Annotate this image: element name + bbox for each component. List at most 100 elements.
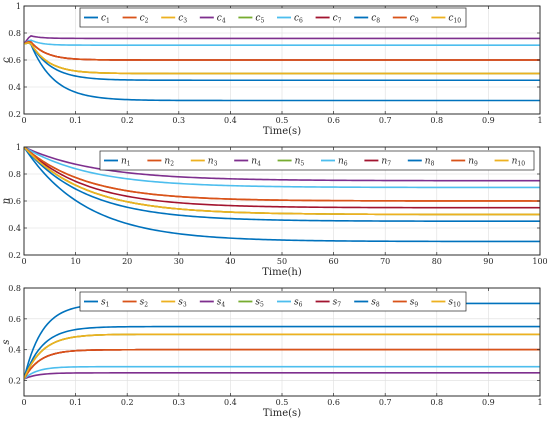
subplot-n: 0 10 20 30 40 50 60 70 80 90 100 0.2 0.4 0.6 0.8 1 Time(… [1,143,548,278]
legend-entry: n3 [208,157,218,168]
y-tick-label: 0.6 [8,315,21,324]
legend-entry: s9 [410,298,419,309]
legend-entry: s10 [448,298,460,309]
x-tick-label: 0.9 [482,116,495,125]
subplot-c: 0 0.1 0.2 0.3 0.4 0.5 0.6 0.7 0.8 0.9 1 0.2 0.4 0.6 0.… [1,2,543,137]
x-tick-label: 0.1 [69,398,82,407]
x-tick-label: 0.5 [276,398,289,407]
series-line-s-9 [24,348,540,380]
x-tick-label: 0.2 [121,116,134,125]
series-line-n-8 [24,147,540,223]
legend-c: c1 c2 c3 c4 c5 c6 c7 c8 c9 c10 [79,7,467,28]
legend-entry: c7 [333,14,342,25]
legend-entry: s8 [371,298,380,309]
x-axis-label: Time(h) [262,267,302,278]
y-axis-label: c [1,57,12,63]
legend-entry: n7 [381,157,391,168]
x-axis-label: Time(s) [263,408,301,419]
legend-entry: c9 [410,14,419,25]
legend-entry: n1 [121,157,131,168]
series-line-n-1 [24,147,540,243]
series-line-s-6 [24,365,540,380]
series-line-c-9 [24,40,540,61]
x-tick-label: 1 [537,398,542,407]
series-line-n-10 [24,147,540,216]
series-line-s-8 [24,325,540,380]
y-tick-label: 0.2 [8,110,21,119]
legend-entry: n6 [338,157,348,168]
legend-entry: c1 [101,14,110,25]
y-tick-label: 0.4 [8,346,21,355]
series-line-n-9 [24,147,540,202]
legend-entry: c6 [294,14,303,25]
legend-n: n1 n2 n3 n4 n5 n6 n7 n8 n9 n10 [99,150,535,171]
x-tick-label: 10 [71,257,81,266]
y-tick-label: 0.6 [8,197,21,206]
y-tick-label: 0.6 [8,56,21,65]
series-line-c-6 [24,39,540,46]
series-line-s-10 [24,333,540,380]
legend-entry: c3 [178,14,187,25]
x-tick-label: 0 [21,257,26,266]
x-tick-label: 0.5 [276,116,289,125]
x-tick-label: 0.7 [379,116,392,125]
legend-entry: s2 [140,298,149,309]
x-tick-label: 0.3 [172,398,185,407]
x-tick-label: 0.6 [327,398,340,407]
x-tick-label: 0.4 [224,398,237,407]
series-line-c-4 [24,35,540,45]
x-tick-label: 1 [537,116,542,125]
legend-entry: s7 [333,298,342,309]
x-tick-label: 70 [380,257,390,266]
y-tick-label: 1 [16,143,21,152]
x-tick-label: 0.8 [430,398,443,407]
x-tick-label: 0.9 [482,398,495,407]
y-tick-label: 0.2 [8,377,21,386]
series-line-s-4 [24,372,540,380]
legend-entry: s5 [255,298,264,309]
x-tick-label: 0.7 [379,398,392,407]
legend-entry: c5 [255,14,264,25]
y-tick-label: 0.4 [8,83,21,92]
x-axis-label: Time(s) [263,126,301,137]
legend-entry: s6 [294,298,303,309]
subplot-s: 0 0.1 0.2 0.3 0.4 0.5 0.6 0.7 0.8 0.9 1 0.2 0.4 0.6 0.… [1,284,543,419]
legend-entry: c4 [217,14,226,25]
y-tick-label: 1 [16,2,21,11]
y-tick-label: 0.8 [8,170,21,179]
legend-s: s1 s2 s3 s4 s5 s6 s7 s8 s9 s10 [79,291,467,312]
x-tick-label: 20 [122,257,132,266]
legend-entry: c2 [140,14,149,25]
legend-entry: s4 [217,298,226,309]
series-line-c-8 [24,41,540,82]
legend-box [99,150,535,171]
y-tick-label: 0.2 [8,251,21,260]
legend-box [79,291,467,312]
x-tick-label: 50 [277,257,287,266]
y-tick-label: 0.4 [8,224,21,233]
y-axis-label: n [1,198,12,204]
y-tick-label: 0.8 [8,284,21,293]
x-tick-label: 30 [174,257,184,266]
x-tick-label: 0 [21,398,26,407]
x-tick-label: 100 [532,257,547,266]
legend-entry: n4 [251,157,261,168]
series-line-n-6 [24,147,540,189]
y-axis-label: s [1,339,12,344]
legend-box [79,7,467,28]
x-tick-label: 0.3 [172,116,185,125]
legend-entry: n2 [164,157,174,168]
legend-entry: n10 [512,157,526,168]
x-tick-label: 90 [483,257,493,266]
series-line-c-10 [24,41,540,75]
x-tick-label: 0.8 [430,116,443,125]
legend-entry: s1 [101,298,109,309]
x-tick-label: 80 [432,257,442,266]
legend-entry: s3 [178,298,187,309]
x-tick-label: 0.2 [121,398,134,407]
x-tick-label: 0 [21,116,26,125]
y-tick-label: 0.8 [8,29,21,38]
x-tick-label: 0.6 [327,116,340,125]
legend-entry: n9 [468,157,478,168]
